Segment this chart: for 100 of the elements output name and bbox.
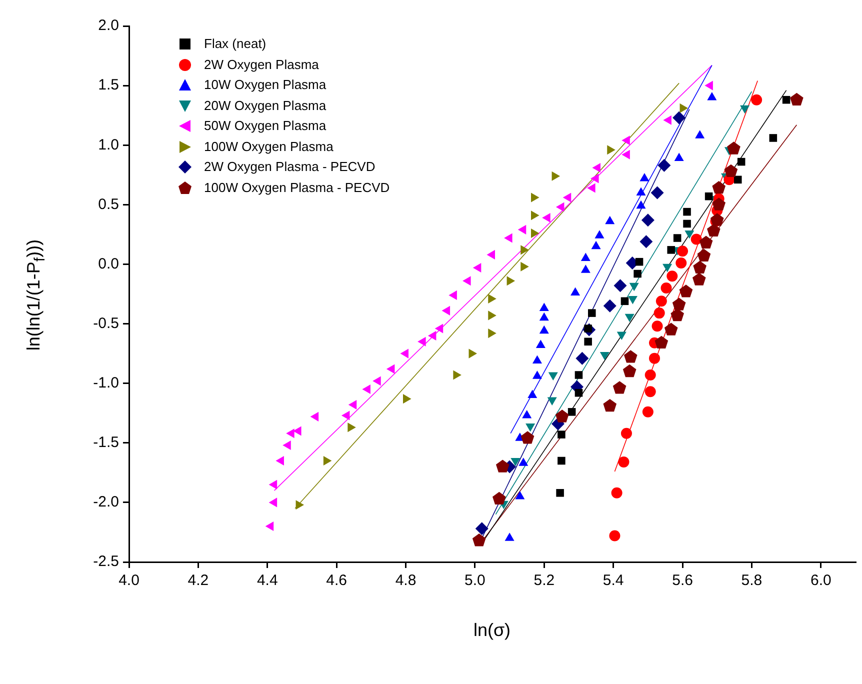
- point: [620, 297, 629, 306]
- point: [673, 234, 682, 242]
- point: [588, 309, 596, 317]
- point: [594, 230, 604, 238]
- point: [712, 198, 726, 210]
- point: [614, 279, 627, 292]
- point: [522, 410, 532, 418]
- point: [634, 270, 642, 278]
- point: [286, 428, 294, 438]
- point: [695, 130, 705, 138]
- point: [677, 246, 688, 257]
- point: [268, 498, 278, 508]
- point: [650, 186, 664, 200]
- point: [666, 270, 678, 282]
- point: [558, 430, 566, 438]
- point: [712, 180, 726, 194]
- point: [276, 456, 284, 466]
- point: [649, 352, 660, 364]
- y-tick-label: 0.5: [98, 196, 119, 213]
- point: [528, 390, 538, 398]
- point: [418, 336, 426, 346]
- point: [590, 174, 599, 184]
- point: [672, 298, 686, 310]
- point: [672, 111, 686, 124]
- point: [654, 308, 665, 319]
- point: [532, 370, 542, 379]
- point: [656, 296, 667, 307]
- point: [492, 492, 506, 505]
- point: [462, 276, 471, 286]
- x-tick-label: 4.6: [326, 572, 347, 590]
- y-tick-label: 0.0: [98, 255, 119, 272]
- point: [558, 456, 566, 465]
- point: [635, 258, 644, 266]
- point: [611, 487, 622, 498]
- point: [667, 246, 675, 254]
- point: [734, 176, 742, 184]
- x-tick-label: 4.0: [118, 572, 140, 590]
- point: [504, 233, 512, 243]
- point: [652, 320, 663, 332]
- point: [562, 192, 572, 202]
- x-tick-label: 5.8: [741, 572, 762, 590]
- point: [555, 410, 569, 422]
- x-tick-label: 5.0: [464, 572, 486, 590]
- point: [282, 440, 291, 450]
- point: [693, 260, 706, 274]
- point: [348, 400, 357, 410]
- x-tick-label: 5.4: [602, 572, 624, 590]
- y-tick-label: -1.0: [93, 374, 119, 392]
- point: [680, 103, 688, 113]
- point: [603, 299, 616, 312]
- point: [654, 336, 668, 348]
- point: [641, 214, 654, 227]
- point: [612, 381, 626, 394]
- point: [518, 458, 528, 466]
- point: [679, 284, 693, 298]
- point: [584, 338, 592, 346]
- legend-label: 50W Oxygen Plasma: [204, 117, 326, 135]
- point: [434, 324, 444, 334]
- point: [532, 355, 542, 364]
- point: [663, 115, 672, 125]
- point: [658, 158, 671, 172]
- point: [707, 92, 717, 100]
- point: [782, 96, 790, 104]
- point: [310, 412, 319, 422]
- x-tick-label: 4.2: [188, 572, 209, 590]
- point: [751, 94, 762, 106]
- point: [622, 364, 636, 378]
- point: [591, 240, 601, 250]
- point: [699, 236, 713, 248]
- point: [704, 192, 713, 200]
- point: [642, 406, 654, 418]
- legend-label: 10W Oxygen Plasma: [204, 76, 326, 94]
- point: [660, 282, 672, 294]
- x-tick-label: 5.2: [534, 572, 555, 590]
- point: [570, 287, 580, 296]
- point: [710, 213, 724, 226]
- y-tick-label: -2.0: [93, 494, 119, 511]
- point: [496, 460, 510, 472]
- point: [790, 92, 804, 106]
- point: [769, 134, 778, 142]
- point: [624, 350, 638, 363]
- y-tick-label: -1.5: [93, 434, 119, 452]
- point: [609, 530, 620, 542]
- point: [386, 364, 395, 374]
- y-tick-label: 1.0: [98, 136, 119, 154]
- point: [556, 489, 564, 497]
- x-tick-label: 6.0: [810, 572, 832, 590]
- point: [475, 522, 488, 536]
- legend-label: 20W Oxygen Plasma: [204, 96, 326, 115]
- point: [592, 162, 601, 173]
- x-tick-label: 4.4: [256, 572, 278, 590]
- point: [692, 272, 706, 286]
- point: [472, 534, 486, 546]
- point: [293, 426, 302, 436]
- point: [640, 235, 653, 248]
- y-tick-label: -2.5: [93, 553, 119, 570]
- point: [268, 480, 278, 490]
- point: [515, 490, 525, 500]
- point: [539, 302, 549, 312]
- point: [683, 220, 691, 228]
